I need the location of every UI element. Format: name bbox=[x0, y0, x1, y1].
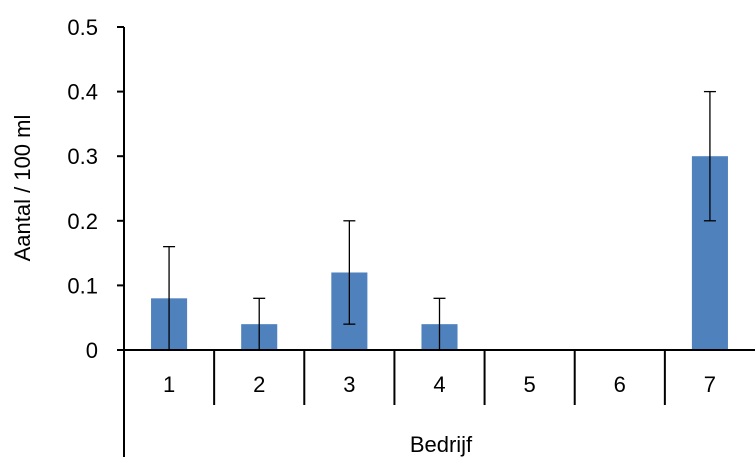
x-tick-label: 3 bbox=[343, 372, 355, 397]
x-tick-label: 5 bbox=[524, 372, 536, 397]
x-axis-title: Bedrijf bbox=[410, 432, 473, 457]
y-tick-label: 0.5 bbox=[67, 15, 98, 40]
x-tick-label: 7 bbox=[704, 372, 716, 397]
x-axis-ticks: 1 2 3 4 5 6 7 bbox=[163, 350, 716, 405]
x-tick-label: 4 bbox=[433, 372, 445, 397]
x-tick-label: 1 bbox=[163, 372, 175, 397]
y-tick-label: 0.1 bbox=[67, 273, 98, 298]
y-tick-label: 0.3 bbox=[67, 144, 98, 169]
axes bbox=[123, 27, 755, 457]
y-axis-ticks: 0 0.1 0.2 0.3 0.4 0.5 bbox=[67, 15, 124, 363]
y-axis-title: Aantal / 100 ml bbox=[10, 115, 35, 262]
error-bars bbox=[163, 90, 716, 351]
x-tick-label: 2 bbox=[253, 372, 265, 397]
y-tick-label: 0.4 bbox=[67, 80, 98, 105]
y-tick-label: 0 bbox=[86, 338, 98, 363]
y-tick-label: 0.2 bbox=[67, 209, 98, 234]
x-tick-label: 6 bbox=[614, 372, 626, 397]
